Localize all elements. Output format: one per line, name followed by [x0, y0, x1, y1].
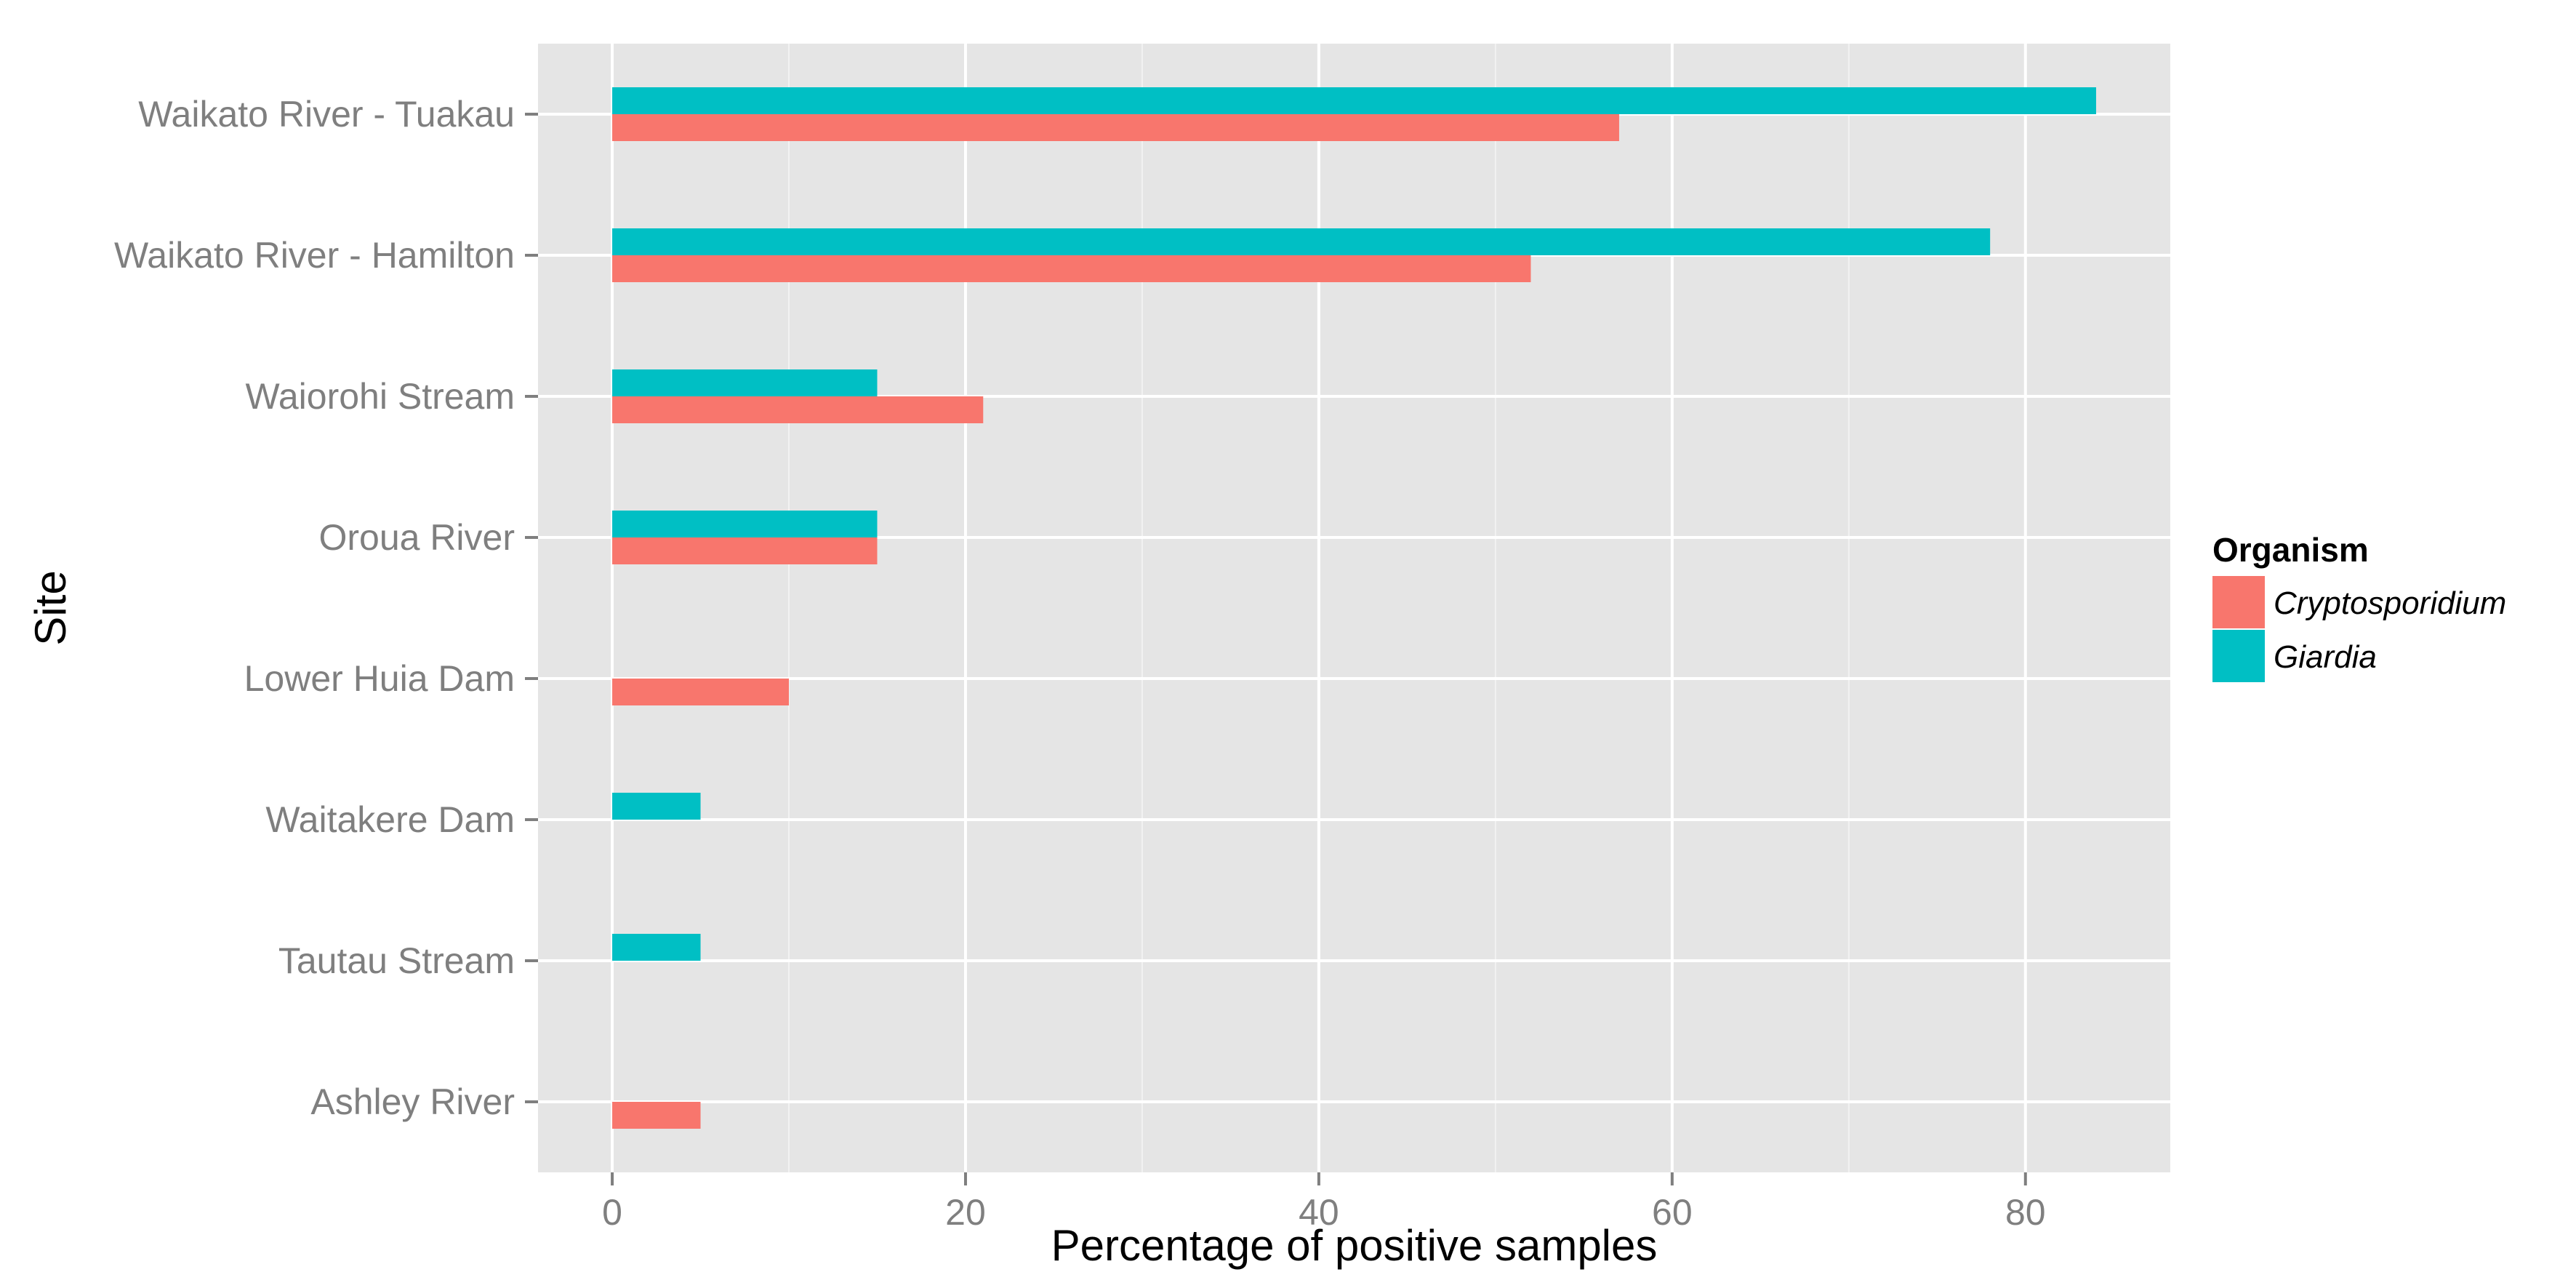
y-tick-label: Waikato River - Tuakau	[138, 94, 515, 135]
bar-cryptosporidium	[612, 679, 790, 705]
legend-label: Cryptosporidium	[2274, 585, 2506, 621]
bars	[612, 87, 2096, 1129]
legend-key-giardia	[2212, 630, 2265, 682]
bar-giardia	[612, 87, 2096, 114]
bar-cryptosporidium	[612, 114, 1619, 141]
bar-cryptosporidium	[612, 1102, 701, 1129]
x-axis-title: Percentage of positive samples	[1051, 1221, 1658, 1270]
bar-cryptosporidium	[612, 537, 878, 564]
y-tick-label: Oroua River	[318, 517, 515, 558]
bar-giardia	[612, 511, 878, 537]
bar-giardia	[612, 228, 1991, 255]
y-tick-label: Waikato River - Hamilton	[114, 235, 515, 276]
y-tick-label: Ashley River	[310, 1081, 515, 1122]
x-tick-label: 60	[1652, 1192, 1693, 1233]
axes: Waikato River - Tuakau Waikato River - Ha…	[114, 94, 2046, 1233]
x-tick-label: 20	[945, 1192, 986, 1233]
legend-title: Organism	[2212, 531, 2369, 569]
y-tick-label: Waiorohi Stream	[246, 376, 515, 417]
legend-key-cryptosporidium	[2212, 576, 2265, 628]
bar-giardia	[612, 793, 701, 820]
legend: Organism Cryptosporidium Giardia	[2212, 531, 2506, 682]
y-tick-label: Tautau Stream	[278, 940, 515, 981]
bar-cryptosporidium	[612, 396, 984, 423]
bar-giardia	[612, 369, 878, 396]
legend-label: Giardia	[2274, 639, 2377, 675]
x-tick-label: 0	[602, 1192, 622, 1233]
x-tick-label: 40	[1299, 1192, 1339, 1233]
bar-giardia	[612, 934, 701, 961]
y-tick-label: Lower Huia Dam	[244, 658, 515, 699]
panel-background	[538, 44, 2170, 1172]
bar-cryptosporidium	[612, 255, 1531, 282]
y-axis-title: Site	[26, 570, 75, 645]
plot-panel	[538, 44, 2170, 1172]
y-tick-label: Waitakere Dam	[265, 799, 515, 840]
x-tick-label: 80	[2005, 1192, 2046, 1233]
